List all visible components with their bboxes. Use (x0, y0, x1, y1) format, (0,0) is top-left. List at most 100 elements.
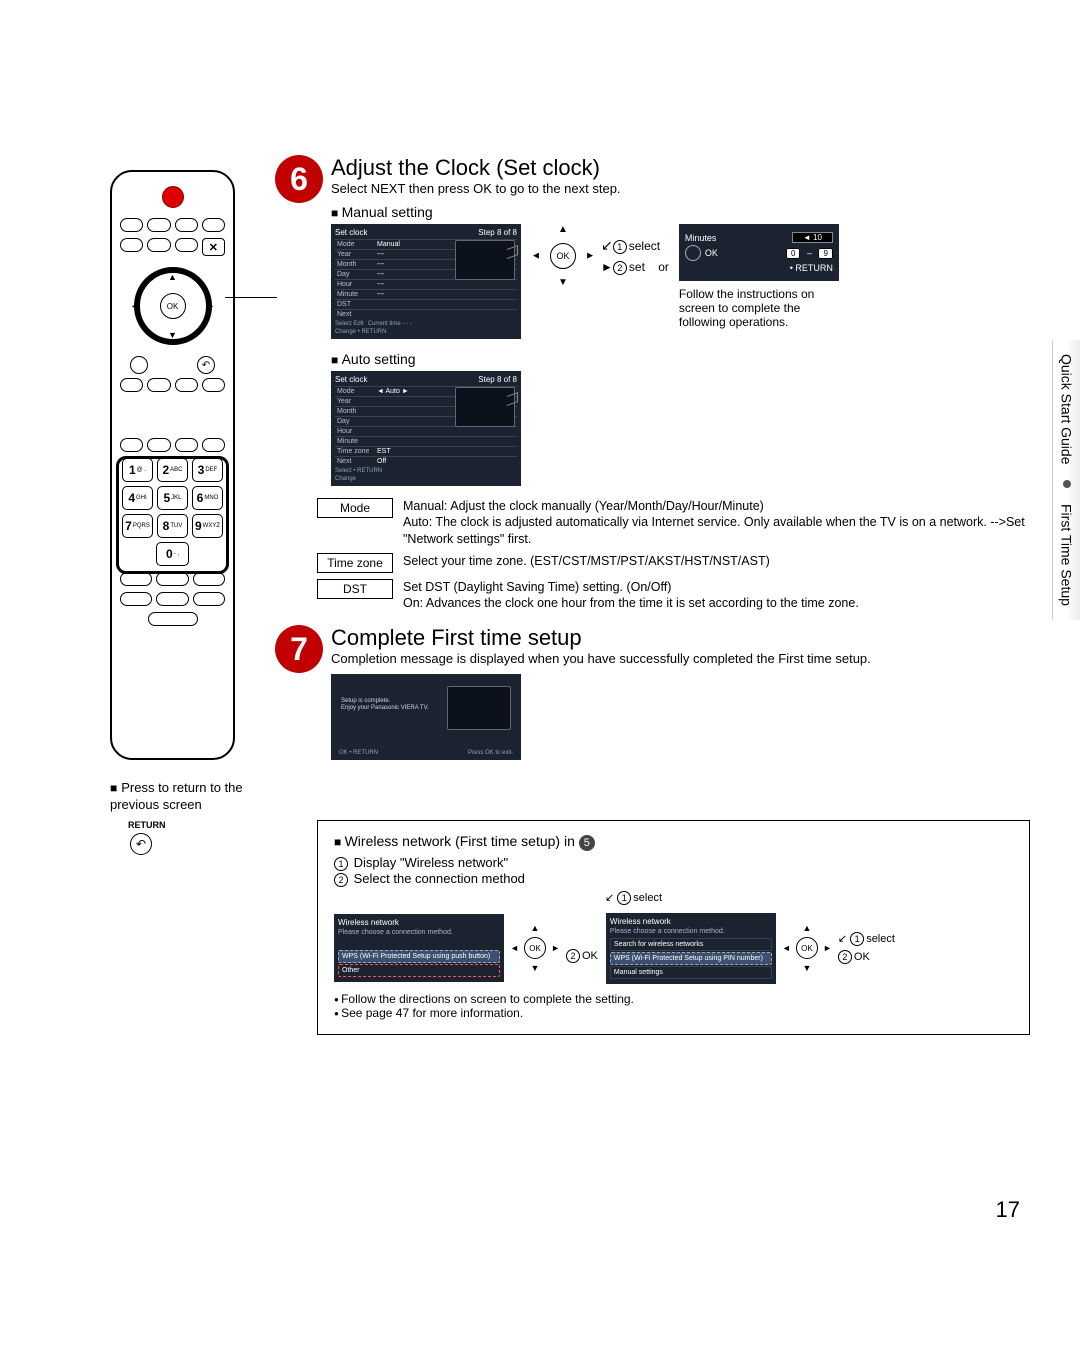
completion-panel: Setup is complete. Enjoy your Panasonic … (331, 674, 521, 760)
wireless-step1: Display "Wireless network" (354, 855, 508, 870)
keypad-1[interactable]: 1@ . (122, 458, 153, 482)
up-arrow-icon: ▲ (531, 923, 540, 933)
tv-preview-icon (447, 686, 511, 730)
panel-row: Next (335, 309, 517, 319)
panel-footer: Select Edit (335, 321, 364, 327)
manual-setting-panel: Set clock Step 8 of 8 ModeManualYear---M… (331, 224, 521, 339)
tv-preview-icon (455, 387, 515, 427)
timezone-desc: Select your time zone. (EST/CST/MST/PST/… (403, 553, 1030, 569)
panel-row: Minute (335, 436, 517, 446)
down-arrow-icon: ▼ (531, 963, 540, 973)
remote-btn[interactable] (120, 572, 152, 586)
down-arrow-icon[interactable]: ▼ (168, 330, 177, 340)
remote-btn[interactable] (120, 592, 152, 606)
remote-round-btn[interactable] (130, 356, 148, 374)
up-arrow-icon: ▲ (558, 224, 568, 235)
panel-row: Hour (335, 426, 517, 436)
return-icon[interactable]: ↶ (130, 833, 152, 855)
wireless-bullet-2: See page 47 for more information. (334, 1006, 1013, 1020)
page-number: 17 (996, 1197, 1020, 1223)
keypad-2[interactable]: 2ABC (157, 458, 188, 482)
keypad-3[interactable]: 3DEF (192, 458, 223, 482)
wps-pin-option[interactable]: WPS (Wi-Fi Protected Setup using PIN num… (610, 952, 772, 965)
panel-sub: Please choose a connection method. (610, 928, 772, 935)
panel-footer: Select • RETURN (335, 468, 382, 474)
remote-btn[interactable] (147, 218, 170, 232)
remote-btn[interactable] (202, 378, 225, 392)
ok-button[interactable]: OK (160, 293, 186, 319)
up-arrow-icon[interactable]: ▲ (168, 272, 177, 282)
remote-btn[interactable] (147, 438, 170, 452)
panel-title: Set clock (335, 375, 367, 384)
right-arrow-icon[interactable]: ► (206, 301, 215, 311)
remote-btn[interactable] (193, 592, 225, 606)
return-label: • RETURN (790, 263, 833, 273)
right-arrow-icon: ► (551, 943, 560, 953)
panel-footer: Press OK to exit. (468, 750, 513, 756)
dst-key: DST (317, 579, 393, 599)
remote-btn[interactable] (202, 218, 225, 232)
keypad-7[interactable]: 7PQRS (122, 514, 153, 538)
return-label: RETURN (128, 820, 255, 832)
keypad-0[interactable]: 0- , (156, 542, 188, 566)
remote-btn[interactable] (147, 238, 170, 252)
down-arrow-icon: ▼ (802, 963, 811, 973)
panel-title: Wireless network (338, 918, 500, 927)
left-arrow-icon: ◄ (782, 943, 791, 953)
ok-button[interactable]: OK (524, 937, 546, 959)
wps-push-option[interactable]: WPS (Wi-Fi Protected Setup using push bu… (338, 950, 500, 963)
keypad-5[interactable]: 5JKL (157, 486, 188, 510)
keypad-6[interactable]: 6MNO (192, 486, 223, 510)
power-button[interactable] (162, 186, 184, 208)
remote-btn[interactable] (175, 438, 198, 452)
ok-dpad-diagram: ▲ ▼ ◄ ► OK (512, 925, 558, 971)
remote-btn[interactable] (147, 378, 170, 392)
remote-btn[interactable] (156, 592, 188, 606)
return-button[interactable]: ↶ (197, 356, 215, 374)
other-option[interactable]: Other (338, 964, 500, 977)
remote-btn[interactable] (120, 238, 143, 252)
remote-btn[interactable] (148, 612, 198, 626)
search-networks-option[interactable]: Search for wireless networks (610, 938, 772, 951)
remote-section: ✕ OK ▲ ▼ ◄ ► ↶ 1@ .2ABC3DEF 4GHI5JKL6MNO 7… (110, 170, 255, 855)
keypad-8[interactable]: 8TUV (157, 514, 188, 538)
wireless-bullet-1: Follow the directions on screen to compl… (334, 992, 1013, 1006)
wireless-panel-b: Wireless network Please choose a connect… (606, 913, 776, 984)
remote-btn[interactable] (175, 378, 198, 392)
manual-settings-option[interactable]: Manual settings (610, 966, 772, 979)
step-6-title: Adjust the Clock (Set clock) (331, 155, 1030, 181)
step-7-title: Complete First time setup (331, 625, 1030, 651)
remote-btn[interactable] (175, 238, 198, 252)
step-6-subtitle: Select NEXT then press OK to go to the n… (331, 181, 1030, 196)
step-7-badge: 7 (275, 625, 323, 673)
close-button[interactable]: ✕ (202, 238, 225, 256)
remote-btn[interactable] (120, 438, 143, 452)
step-6-badge: 6 (275, 155, 323, 203)
left-arrow-icon[interactable]: ◄ (130, 301, 139, 311)
remote-btn[interactable] (202, 438, 225, 452)
remote-btn[interactable] (156, 572, 188, 586)
panel-sub: Please choose a connection method. (338, 929, 500, 936)
right-arrow-icon: ► (823, 943, 832, 953)
panel-footer: Current time - - - (368, 321, 412, 327)
remote-btn[interactable] (120, 378, 143, 392)
remote-btn[interactable] (193, 572, 225, 586)
step-5-badge: 5 (579, 835, 595, 851)
wireless-heading-text: Wireless network (First time setup) in (345, 833, 575, 849)
remote-btn[interactable] (175, 218, 198, 232)
manual-setting-heading: Manual setting (331, 204, 1030, 220)
panel-footer: OK • RETURN (339, 750, 378, 756)
ok-dpad-diagram: ▲ ▼ ◄ ► OK (784, 925, 830, 971)
ok-button[interactable]: OK (796, 937, 818, 959)
right-arrow-icon: ► (585, 251, 595, 262)
key-0[interactable]: 0 (786, 248, 800, 259)
select-label: select (866, 933, 895, 945)
remote-dpad[interactable]: OK ▲ ▼ ◄ ► (120, 262, 225, 350)
keypad-4[interactable]: 4GHI (122, 486, 153, 510)
key-9[interactable]: 9 (818, 248, 832, 259)
remote-keypad: 1@ .2ABC3DEF 4GHI5JKL6MNO 7PQRS8TUV9WXYZ0-… (120, 458, 225, 566)
keypad-9[interactable]: 9WXYZ (192, 514, 223, 538)
remote-btn[interactable] (120, 218, 143, 232)
panel-step: Step 8 of 8 (478, 375, 517, 384)
ok-button[interactable]: OK (550, 243, 576, 269)
